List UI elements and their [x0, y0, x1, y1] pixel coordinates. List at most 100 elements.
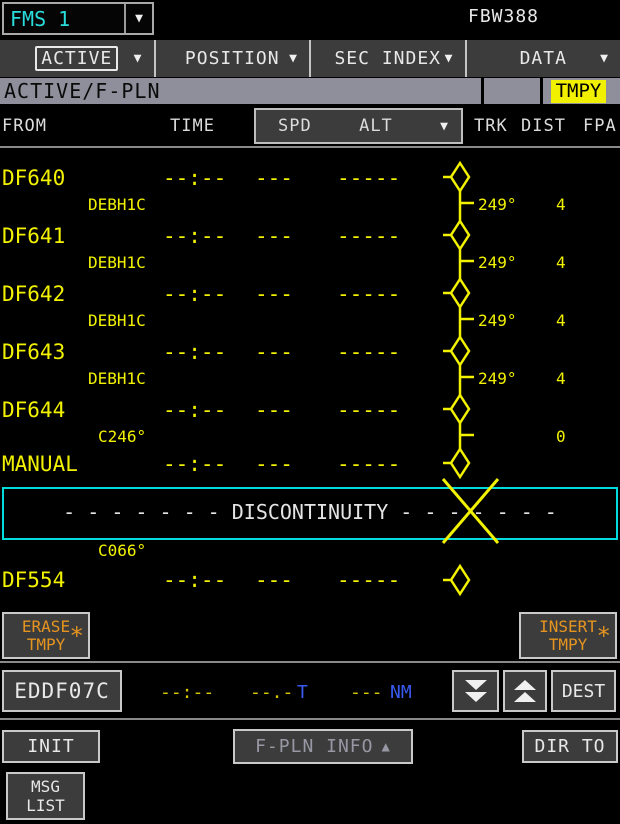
chevron-down-icon: ▼ [133, 51, 142, 66]
destination-ident-button[interactable]: EDDF07C [2, 670, 122, 712]
column-header-from: FROM [2, 116, 47, 136]
leg-distance: 4 [556, 369, 566, 388]
chevron-down-icon: ▼ [600, 51, 608, 66]
waypoint-time: --:-- [163, 452, 227, 476]
erase-tmpy-label-line1: ERASE [21, 616, 71, 636]
tab-sec-index-label: SEC INDEX [334, 48, 442, 69]
column-header-trk: TRK [474, 116, 508, 136]
divider [0, 718, 620, 720]
dest-button[interactable]: DEST [551, 670, 616, 712]
column-header-time: TIME [170, 116, 215, 136]
divider [124, 4, 126, 33]
waypoint-ident[interactable]: DF643 [2, 340, 66, 364]
waypoint-spd: --- [255, 282, 293, 306]
chevron-down-icon: ▼ [135, 11, 143, 26]
insert-tmpy-button[interactable]: INSERT TMPY * [519, 612, 617, 659]
flight-number: FBW388 [468, 6, 540, 27]
destination-efob-unit: T [297, 682, 308, 703]
msg-list-label-line1: MSG [31, 777, 60, 796]
destination-efob: --.- [250, 682, 294, 703]
page-title: ACTIVE/F-PLN [4, 79, 161, 103]
waypoint-spd: --- [255, 452, 293, 476]
waypoint-alt: ----- [337, 452, 401, 476]
tab-data[interactable]: DATA ▼ [464, 40, 620, 77]
divider [0, 661, 620, 663]
column-header-spd: SPD [278, 116, 312, 136]
scroll-up-button[interactable] [503, 670, 547, 712]
tmpy-status-badge: TMPY [551, 80, 606, 103]
tab-position[interactable]: POSITION ▼ [153, 40, 309, 77]
column-header-fpa: FPA [583, 116, 617, 136]
spd-alt-column-dropdown[interactable]: SPD ALT ▼ [254, 108, 463, 144]
leg-distance: 4 [556, 253, 566, 272]
chevron-down-icon: ▼ [444, 51, 453, 66]
waypoint-ident[interactable]: DF642 [2, 282, 66, 306]
waypoint-spd: --- [255, 340, 293, 364]
waypoint-ident[interactable]: DF641 [2, 224, 66, 248]
waypoint-alt: ----- [337, 224, 401, 248]
column-header-dist: DIST [521, 116, 566, 136]
scroll-down-button[interactable] [452, 670, 499, 712]
column-header-alt: ALT [359, 116, 393, 136]
discontinuity-row[interactable]: - - - - - - - DISCONTINUITY - - - - - - … [2, 487, 618, 540]
insert-tmpy-label-line1: INSERT [539, 616, 597, 636]
waypoint-time: --:-- [163, 166, 227, 190]
leg-label: C066° [98, 541, 147, 560]
fpln-info-label: F-PLN INFO [255, 736, 374, 757]
destination-time: --:-- [160, 682, 215, 703]
double-chevron-down-icon [464, 680, 487, 702]
waypoint-alt: ----- [337, 568, 401, 592]
tab-position-label: POSITION [184, 48, 280, 69]
leg-label: DEBH1C [88, 311, 146, 330]
erase-tmpy-button[interactable]: ERASE TMPY * [2, 612, 90, 659]
waypoint-alt: ----- [337, 398, 401, 422]
waypoint-ident[interactable]: MANUAL [2, 452, 78, 476]
chevron-up-icon: ▲ [381, 738, 391, 755]
divider [481, 78, 484, 104]
fpln-info-button[interactable]: F-PLN INFO ▲ [233, 729, 413, 764]
waypoint-time: --:-- [163, 340, 227, 364]
leg-distance: 4 [556, 195, 566, 214]
waypoint-ident[interactable]: DF554 [2, 568, 66, 592]
leg-distance: 4 [556, 311, 566, 330]
msg-list-button[interactable]: MSG LIST [6, 772, 85, 820]
waypoint-time: --:-- [163, 282, 227, 306]
leg-distance: 0 [556, 427, 566, 446]
waypoint-time: --:-- [163, 398, 227, 422]
waypoint-spd: --- [255, 166, 293, 190]
leg-label: DEBH1C [88, 253, 146, 272]
tab-active-label: ACTIVE [35, 46, 119, 71]
waypoint-alt: ----- [337, 282, 401, 306]
destination-distance-unit: NM [390, 682, 412, 703]
insert-tmpy-label-line2: TMPY [548, 634, 588, 654]
tab-sec-index[interactable]: SEC INDEX ▼ [309, 40, 465, 77]
waypoint-spd: --- [255, 568, 293, 592]
chevron-down-icon: ▼ [440, 118, 449, 134]
msg-list-label-line2: LIST [26, 796, 65, 815]
divider [540, 78, 543, 104]
leg-track: 249° [478, 311, 517, 330]
chevron-down-icon: ▼ [289, 51, 297, 66]
fms-source-label: FMS 1 [10, 6, 71, 31]
fms-source-selector[interactable]: FMS 1 ▼ [2, 2, 154, 35]
page-title-bar [0, 78, 620, 104]
tab-data-label: DATA [519, 48, 567, 69]
divider [0, 146, 620, 148]
leg-label: DEBH1C [88, 195, 146, 214]
waypoint-alt: ----- [337, 340, 401, 364]
leg-label: DEBH1C [88, 369, 146, 388]
waypoint-time: --:-- [163, 568, 227, 592]
page-tabs: ACTIVE ▼ POSITION ▼ SEC INDEX ▼ DATA ▼ [0, 40, 620, 77]
waypoint-alt: ----- [337, 166, 401, 190]
leg-track: 249° [478, 195, 517, 214]
double-chevron-up-icon [514, 680, 536, 702]
waypoint-time: --:-- [163, 224, 227, 248]
dir-to-button[interactable]: DIR TO [522, 730, 618, 763]
waypoint-spd: --- [255, 398, 293, 422]
init-button[interactable]: INIT [2, 730, 100, 763]
tab-active[interactable]: ACTIVE ▼ [0, 40, 154, 77]
waypoint-ident[interactable]: DF640 [2, 166, 66, 190]
leg-track: 249° [478, 369, 517, 388]
waypoint-ident[interactable]: DF644 [2, 398, 66, 422]
